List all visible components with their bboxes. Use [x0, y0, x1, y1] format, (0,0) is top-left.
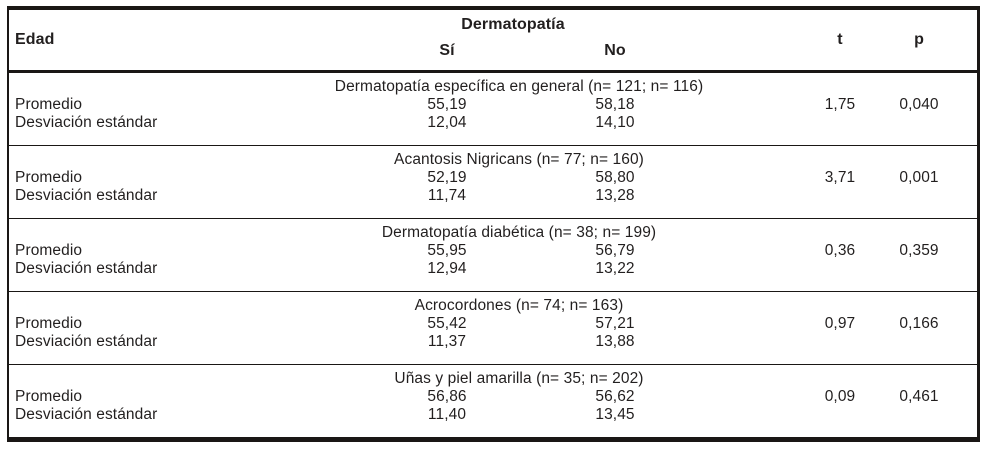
row-label-desviacion: Desviación estándar — [15, 333, 158, 350]
row-label-desviacion: Desviación estándar — [15, 406, 158, 423]
mean-no-value: 58,18 — [595, 96, 635, 113]
mean-si-value: 55,42 — [427, 315, 467, 332]
mean-no-value: 57,21 — [595, 315, 635, 332]
column-header-edad: Edad — [15, 31, 55, 48]
sd-no-value: 13,28 — [595, 187, 635, 204]
row-label-desviacion: Desviación estándar — [15, 114, 158, 131]
section-title: Acrocordones (n= 74; n= 163) — [414, 297, 624, 314]
sd-si-value: 12,94 — [427, 260, 467, 277]
column-header-si: Sí — [439, 42, 455, 59]
statistics-table: Edad Dermatopatía Sí No t p Dermatopatía… — [7, 6, 980, 442]
p-value: 0,040 — [899, 96, 939, 113]
mean-no-value: 56,79 — [595, 242, 635, 259]
mean-si-value: 56,86 — [427, 388, 467, 405]
table-section-dermatopatia-diabetica: Dermatopatía diabética (n= 38; n= 199) P… — [9, 218, 977, 291]
row-label-promedio: Promedio — [15, 169, 83, 186]
dermatopatia-column-group: Dermatopatía Sí No — [345, 10, 681, 70]
row-label-desviacion: Desviación estándar — [15, 260, 158, 277]
table-section-dermatopatia-especifica: Dermatopatía específica en general (n= 1… — [9, 73, 977, 145]
column-header-no: No — [604, 42, 626, 59]
mean-no-value: 56,62 — [595, 388, 635, 405]
mean-si-value: 52,19 — [427, 169, 467, 186]
t-value: 0,09 — [824, 388, 856, 405]
section-title: Acantosis Nigricans (n= 77; n= 160) — [394, 151, 644, 168]
row-label-promedio: Promedio — [15, 96, 83, 113]
t-value: 0,36 — [824, 242, 856, 259]
table-section-acrocordones: Acrocordones (n= 74; n= 163) Promedio 55… — [9, 291, 977, 364]
sd-si-value: 11,40 — [427, 406, 467, 423]
t-value: 3,71 — [824, 169, 856, 186]
p-value: 0,166 — [899, 315, 939, 332]
table-section-acantosis-nigricans: Acantosis Nigricans (n= 77; n= 160) Prom… — [9, 145, 977, 218]
sd-no-value: 13,88 — [595, 333, 635, 350]
row-label-promedio: Promedio — [15, 242, 83, 259]
mean-si-value: 55,19 — [427, 96, 467, 113]
table-section-unas-piel-amarilla: Uñas y piel amarilla (n= 35; n= 202) Pro… — [9, 364, 977, 437]
column-header-p: p — [914, 31, 924, 48]
section-title: Dermatopatía diabética (n= 38; n= 199) — [381, 224, 657, 241]
mean-si-value: 55,95 — [427, 242, 467, 259]
sd-si-value: 12,04 — [427, 114, 467, 131]
sd-no-value: 14,10 — [595, 114, 635, 131]
section-title: Dermatopatía específica en general (n= 1… — [334, 78, 704, 95]
sd-no-value: 13,45 — [595, 406, 635, 423]
t-value: 1,75 — [824, 96, 856, 113]
p-value: 0,359 — [899, 242, 939, 259]
row-label-promedio: Promedio — [15, 315, 83, 332]
table-header-row: Edad Dermatopatía Sí No t p — [9, 10, 977, 73]
p-value: 0,001 — [899, 169, 939, 186]
sd-no-value: 13,22 — [595, 260, 635, 277]
mean-no-value: 58,80 — [595, 169, 635, 186]
row-label-desviacion: Desviación estándar — [15, 187, 158, 204]
column-header-t: t — [837, 31, 843, 48]
t-value: 0,97 — [824, 315, 856, 332]
row-label-promedio: Promedio — [15, 388, 83, 405]
p-value: 0,461 — [899, 388, 939, 405]
si-no-subheader-row: Sí No — [345, 42, 681, 60]
group-header-dermatopatia: Dermatopatía — [461, 16, 565, 33]
sd-si-value: 11,74 — [427, 187, 467, 204]
sd-si-value: 11,37 — [427, 333, 467, 350]
section-title: Uñas y piel amarilla (n= 35; n= 202) — [394, 370, 644, 387]
